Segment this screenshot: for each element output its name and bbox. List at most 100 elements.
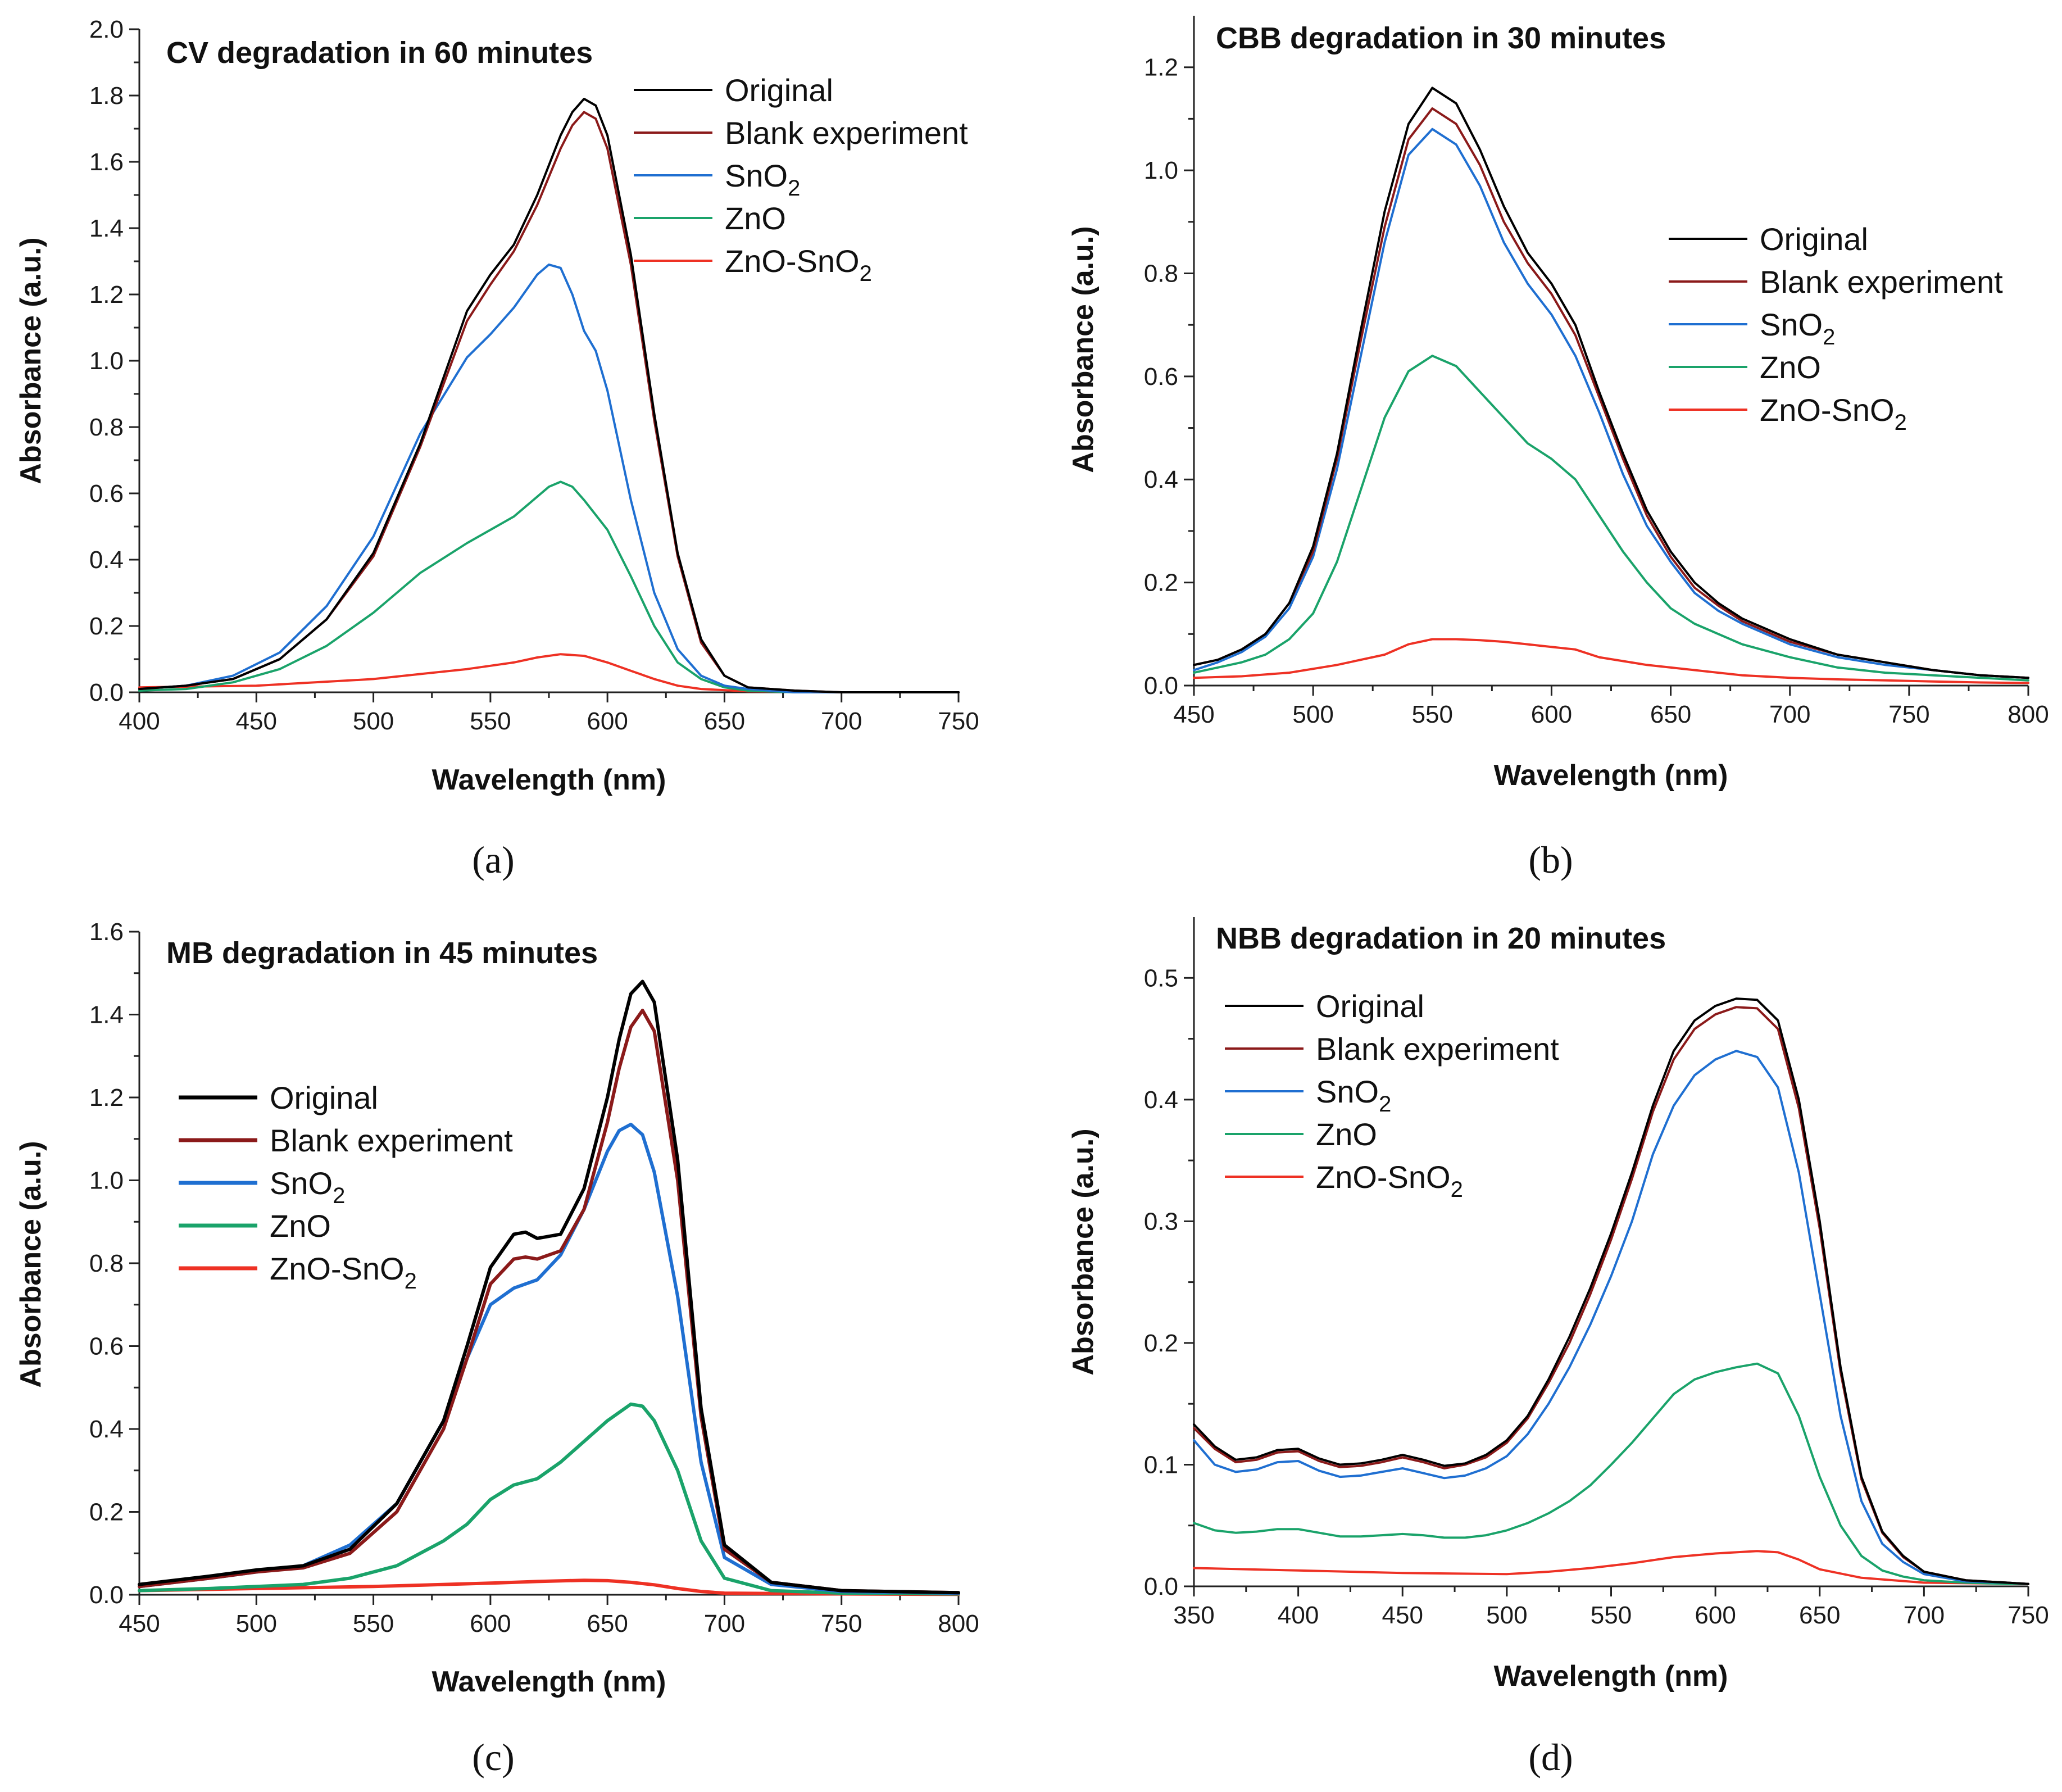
series-lines bbox=[138, 979, 960, 1596]
panel-label-a: (a) bbox=[472, 838, 514, 881]
panel-label-b: (b) bbox=[1528, 838, 1573, 881]
y-tick-label: 1.0 bbox=[89, 1167, 124, 1195]
legend-label-text: Blank experiment bbox=[1316, 1031, 1559, 1067]
legend-label-text: Blank experiment bbox=[725, 115, 968, 151]
legend-label-text: ZnO-SnO bbox=[270, 1251, 405, 1286]
series-line-sno2 bbox=[1193, 128, 2029, 679]
x-tick-label: 650 bbox=[704, 707, 745, 735]
series-line-sno2 bbox=[138, 263, 960, 693]
legend-label-subscript: 2 bbox=[1379, 1092, 1391, 1117]
legend-label: ZnO-SnO2 bbox=[725, 243, 872, 286]
x-tick-label: 750 bbox=[2008, 1602, 2049, 1629]
x-tick-label: 400 bbox=[1278, 1602, 1319, 1629]
y-tick-label: 0.8 bbox=[89, 1250, 124, 1277]
chart-panel-d: 350 400 450 500 550 600 650 700 750 0.0 0.1 0.2 0.3 0… bbox=[1067, 917, 2049, 1779]
y-tick-label: 0.2 bbox=[89, 613, 124, 640]
series-line-zno bbox=[1193, 1362, 2029, 1585]
axis-ticks: 450 500 550 600 650 700 750 800 0.0 0.2 0.4 0.6 0.8 1… bbox=[1144, 54, 2049, 728]
series-lines bbox=[138, 97, 960, 693]
y-tick-label: 0.6 bbox=[89, 1333, 124, 1360]
x-tick-label: 800 bbox=[938, 1610, 979, 1637]
panel-label-c: (c) bbox=[472, 1736, 514, 1779]
y-tick-label: 0.4 bbox=[1144, 1086, 1178, 1114]
x-tick-label: 500 bbox=[236, 1610, 277, 1637]
legend-label: Original bbox=[1760, 221, 1868, 257]
y-tick-label: 0.0 bbox=[89, 1581, 124, 1609]
y-tick-label: 0.5 bbox=[1144, 964, 1178, 992]
legend-label: ZnO bbox=[1316, 1117, 1377, 1152]
legend-label-text: ZnO bbox=[1760, 350, 1821, 385]
y-tick-label: 0.1 bbox=[1144, 1451, 1178, 1478]
chart-title: MB degradation in 45 minutes bbox=[166, 936, 598, 970]
legend-label-text: Original bbox=[725, 72, 833, 108]
legend-label-subscript: 2 bbox=[1895, 410, 1907, 435]
x-tick-label: 450 bbox=[119, 1610, 160, 1637]
legend-label-text: ZnO-SnO bbox=[725, 243, 860, 279]
axis-ticks: 350 400 450 500 550 600 650 700 750 0.0 0.1 0.2 0.3 0… bbox=[1144, 964, 2049, 1629]
legend-label-text: Blank experiment bbox=[1760, 264, 2003, 300]
y-tick-label: 0.8 bbox=[89, 414, 124, 441]
y-tick-label: 0.0 bbox=[1144, 672, 1178, 700]
y-tick-label: 0.6 bbox=[89, 480, 124, 507]
x-tick-label: 350 bbox=[1173, 1602, 1214, 1629]
y-tick-label: 0.0 bbox=[89, 679, 124, 706]
x-tick-label: 750 bbox=[1888, 701, 1929, 728]
series-line-zno bbox=[1193, 355, 2029, 682]
x-tick-label: 450 bbox=[1382, 1602, 1423, 1629]
legend-label-text: ZnO-SnO bbox=[1760, 392, 1895, 428]
series-line-sno2 bbox=[138, 1122, 960, 1595]
legend-label: SnO2 bbox=[1760, 307, 1835, 350]
y-axis-title: Absorbance (a.u.) bbox=[15, 237, 47, 484]
y-tick-label: 0.4 bbox=[89, 546, 124, 574]
x-tick-label: 750 bbox=[938, 707, 979, 735]
legend-label: ZnO bbox=[725, 201, 786, 236]
x-tick-label: 450 bbox=[1173, 701, 1214, 728]
legend-label: ZnO-SnO2 bbox=[1316, 1159, 1463, 1202]
x-tick-label: 600 bbox=[1531, 701, 1572, 728]
legend-label-text: SnO bbox=[725, 158, 788, 193]
axis-ticks: 450 500 550 600 650 700 750 800 0.0 0.2 0.4 0.6 0.8 1… bbox=[89, 918, 979, 1637]
series-lines bbox=[1193, 997, 2029, 1585]
y-tick-label: 0.6 bbox=[1144, 363, 1178, 391]
x-tick-label: 700 bbox=[1904, 1602, 1945, 1629]
legend-label-subscript: 2 bbox=[333, 1183, 345, 1208]
y-tick-label: 0.8 bbox=[1144, 260, 1178, 287]
x-tick-label: 650 bbox=[1650, 701, 1691, 728]
legend-label: Blank experiment bbox=[1760, 264, 2003, 300]
legend-label-text: ZnO bbox=[270, 1208, 331, 1244]
legend-label: Blank experiment bbox=[1316, 1031, 1559, 1067]
series-line-zno-sno2 bbox=[138, 653, 960, 693]
series-line-zno-sno2 bbox=[138, 1578, 960, 1596]
legend-label: ZnO-SnO2 bbox=[270, 1251, 417, 1294]
series-line-blank-experiment bbox=[1193, 107, 2029, 679]
y-axis-title: Absorbance (a.u.) bbox=[15, 1141, 47, 1387]
legend-label-text: ZnO-SnO bbox=[1316, 1159, 1451, 1195]
x-tick-label: 700 bbox=[821, 707, 862, 735]
series-line-sno2 bbox=[1193, 1050, 2029, 1585]
legend-label-subscript: 2 bbox=[788, 176, 800, 201]
legend-label: SnO2 bbox=[725, 158, 800, 201]
legend-label-text: Blank experiment bbox=[270, 1123, 513, 1158]
legend-label-text: SnO bbox=[1760, 307, 1823, 342]
legend-label-text: SnO bbox=[1316, 1074, 1379, 1109]
legend-label-subscript: 2 bbox=[405, 1269, 417, 1294]
y-tick-label: 0.0 bbox=[1144, 1573, 1178, 1600]
legend-label-text: ZnO bbox=[725, 201, 786, 236]
legend-label: SnO2 bbox=[1316, 1074, 1391, 1117]
x-tick-label: 550 bbox=[1412, 701, 1453, 728]
legend-label: ZnO bbox=[1760, 350, 1821, 385]
y-tick-label: 1.8 bbox=[89, 82, 124, 110]
x-axis-title: Wavelength (nm) bbox=[432, 764, 666, 796]
chart-title: NBB degradation in 20 minutes bbox=[1216, 922, 1666, 955]
series-line-zno bbox=[138, 480, 960, 693]
y-tick-label: 1.2 bbox=[89, 281, 124, 309]
series-line-blank-experiment bbox=[138, 111, 960, 693]
x-tick-label: 500 bbox=[1486, 1602, 1527, 1629]
y-tick-label: 0.4 bbox=[89, 1416, 124, 1443]
legend-label: Blank experiment bbox=[270, 1123, 513, 1158]
y-tick-label: 0.2 bbox=[1144, 569, 1178, 597]
x-tick-label: 650 bbox=[587, 1610, 628, 1637]
